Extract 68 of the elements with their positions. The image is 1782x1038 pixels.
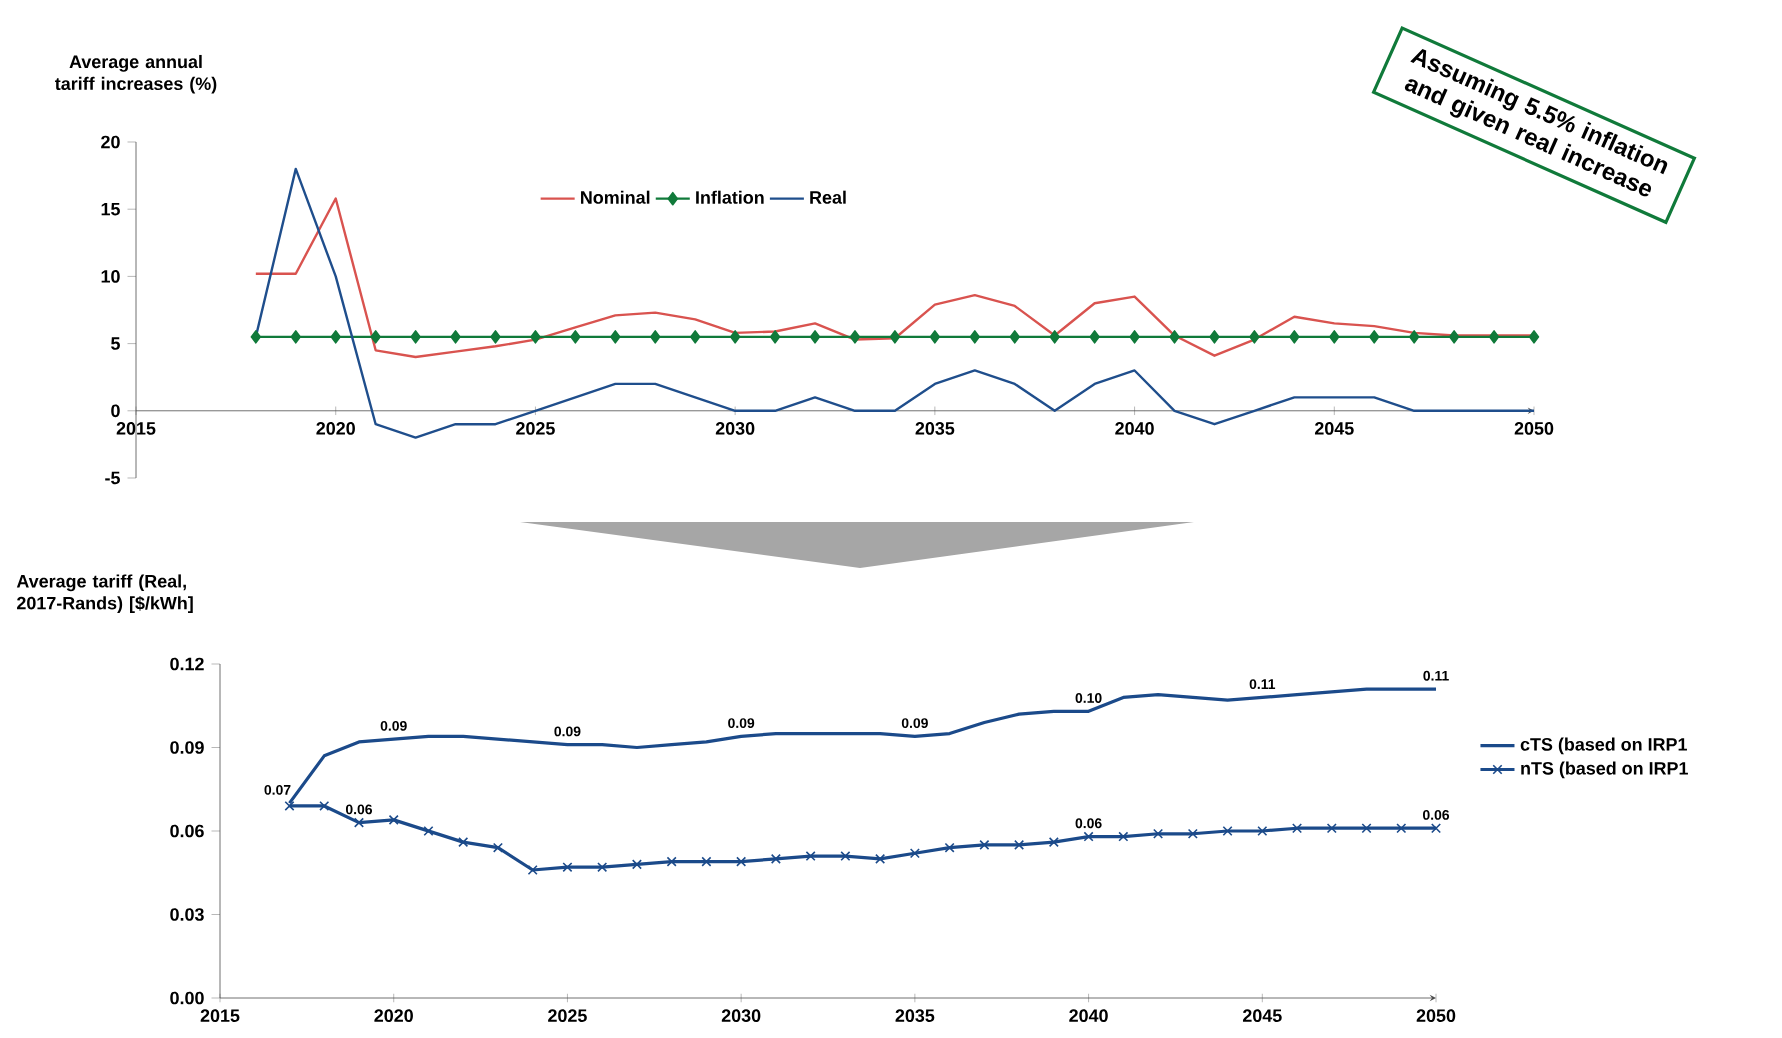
point [319,800,330,811]
x-tick-label: 2035 [915,422,955,435]
x-tick-label: 2020 [374,1009,413,1022]
x-tick-label: 2040 [1115,422,1154,435]
y-tick-label: 0.03 [170,908,204,921]
point [1396,823,1407,834]
y-tick-label: 20 [101,135,120,149]
point [1187,828,1198,839]
y-tick-label: 10 [101,270,120,283]
point [770,853,781,864]
y-tick-label: 0.09 [170,741,204,754]
y-tick-label: 0 [111,404,120,418]
point [597,862,608,873]
point [458,837,469,848]
x-tick-label: 2050 [1416,1009,1456,1022]
x-tick-label: 2045 [1242,1009,1282,1022]
point [1430,823,1442,834]
point [631,859,642,870]
x-tick-label: 2030 [715,422,755,435]
point [875,853,886,864]
point [736,856,747,867]
point [666,856,677,867]
legend-label: nTS (based on IRP1 [1521,761,1688,779]
y-axis-title: Average annual tariff increases (%) [54,54,217,94]
x-tick-label: 2015 [200,1009,240,1022]
y-tick-label: 0.00 [170,991,204,1005]
point [840,851,851,862]
point [284,800,295,811]
y-tick-label: 5 [111,337,120,350]
y-tick-label: 15 [101,202,120,216]
point [1222,825,1233,837]
point [1326,823,1337,834]
point [909,848,920,859]
point [562,862,573,873]
x-tick-label: 2040 [1069,1009,1108,1022]
point [1153,828,1164,839]
x-tick-label: 2035 [895,1009,935,1022]
point [1118,831,1129,842]
point [944,842,955,853]
point [1048,837,1059,848]
x-tick-label: 2015 [116,422,156,435]
legend-label: cTS (based on IRP1 [1520,737,1687,755]
x-tick-label: 2050 [1514,422,1554,435]
point [1361,823,1372,834]
y-tick-label: 0.12 [170,657,204,671]
x-tick-label: 2025 [548,1009,587,1022]
point [1014,839,1025,850]
y-tick-label: 0.06 [170,824,204,838]
point [353,817,364,828]
point [1292,823,1303,834]
x-tick-label: 2045 [1314,422,1354,435]
point [423,825,434,837]
point [805,851,816,862]
x-tick-label: 2020 [316,422,355,435]
x-tick-label: 2030 [721,1009,761,1022]
point [527,864,538,875]
legend-label: Nominal [581,190,650,204]
point [1083,831,1094,842]
point [701,856,712,867]
y-tick-label: -5 [105,471,120,485]
legend-label: Real [810,190,846,204]
legend-label: Inflation [696,190,764,204]
point [979,839,990,850]
point [1257,825,1268,837]
point [388,814,399,825]
x-tick-label: 2025 [516,422,555,435]
point [492,842,503,853]
y-axis-title: Average tariff (Real, 2017-Rands) [$/kWh] [16,574,193,614]
